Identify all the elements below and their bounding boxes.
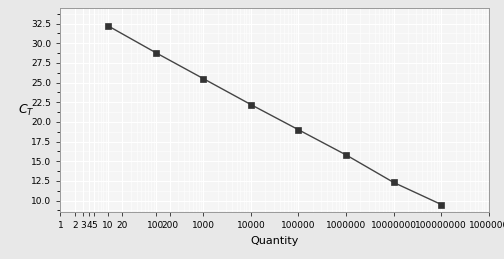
X-axis label: Quantity: Quantity bbox=[250, 236, 299, 246]
Text: $C_T$: $C_T$ bbox=[18, 103, 35, 118]
